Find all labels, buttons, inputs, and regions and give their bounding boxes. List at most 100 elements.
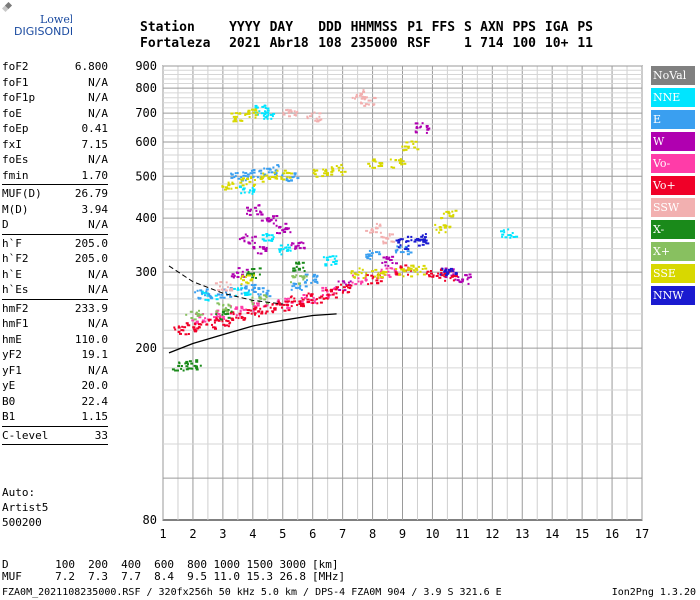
echo-point — [230, 187, 233, 190]
echo-point — [260, 112, 264, 115]
echo-point — [325, 168, 327, 171]
echo-point — [412, 264, 415, 267]
echo-point — [313, 169, 316, 172]
echo-point — [226, 312, 230, 315]
echo-point — [512, 236, 516, 238]
echo-point — [252, 169, 256, 171]
echo-point — [279, 303, 282, 306]
echo-point — [305, 295, 308, 298]
echo-point — [264, 295, 267, 298]
echo-point — [252, 284, 256, 287]
param-key: B0 — [2, 394, 16, 408]
echo-point — [280, 247, 283, 250]
echo-point — [267, 239, 271, 242]
echo-point — [367, 255, 370, 258]
echo-point — [384, 261, 388, 264]
echo-point — [234, 186, 238, 189]
echo-point — [302, 277, 305, 280]
echo-point — [282, 113, 286, 116]
echo-point — [303, 247, 306, 250]
echo-point — [233, 274, 236, 277]
echo-point — [391, 233, 394, 236]
param-row: fmin 1.70 — [2, 168, 108, 184]
echo-point — [296, 244, 300, 247]
x-tick-label: 1 — [159, 527, 166, 541]
echo-point — [367, 162, 371, 165]
echo-point — [286, 176, 289, 179]
echo-point — [173, 326, 176, 329]
param-value: N/A — [88, 363, 108, 377]
param-row: h`F2 205.0 — [2, 251, 108, 267]
echo-point — [184, 333, 188, 336]
echo-point — [435, 275, 439, 277]
echo-point — [391, 262, 394, 264]
echo-point — [188, 360, 192, 363]
echo-point — [390, 240, 394, 243]
echo-point — [438, 276, 442, 279]
echo-point — [375, 251, 378, 254]
param-key: yF1 — [2, 363, 22, 377]
echo-point — [347, 281, 350, 284]
echo-point — [252, 247, 256, 250]
echo-point — [347, 284, 351, 286]
echo-point — [326, 297, 329, 300]
legend-item: W — [651, 132, 695, 151]
param-key: foF1p — [2, 91, 36, 104]
echo-point — [388, 234, 391, 237]
echo-point — [451, 269, 454, 272]
echo-point — [355, 95, 359, 98]
echo-point — [385, 267, 389, 270]
muf-row-value: 11.0 — [213, 570, 241, 583]
param-value: 233.9 — [74, 301, 108, 315]
param-separator — [2, 444, 108, 445]
echo-point — [236, 307, 239, 310]
echo-point — [198, 309, 200, 312]
echo-point — [302, 294, 306, 296]
echo-point — [261, 311, 264, 314]
echo-point — [456, 279, 460, 282]
echo-point — [326, 296, 330, 299]
echo-point — [454, 273, 458, 276]
echo-point — [331, 255, 335, 258]
echo-point — [243, 275, 247, 278]
echo-point — [372, 231, 375, 233]
echo-point — [372, 159, 376, 162]
param-key: foE — [2, 106, 22, 120]
header-labels-cell: HHMMSS — [350, 20, 398, 35]
echo-point — [226, 320, 230, 323]
echo-point — [199, 289, 203, 292]
echo-point — [298, 247, 302, 250]
echo-point — [413, 240, 417, 243]
echo-point — [273, 307, 277, 310]
echo-point — [216, 315, 218, 318]
echo-point — [226, 294, 229, 297]
echo-point — [368, 249, 371, 252]
echo-point — [367, 103, 370, 106]
echo-point — [251, 296, 254, 299]
echo-point — [240, 288, 243, 291]
echo-point — [211, 323, 213, 326]
legend-item: SSE — [651, 264, 695, 283]
echo-point — [233, 176, 236, 179]
echo-point — [262, 290, 265, 293]
echo-point — [401, 268, 405, 271]
echo-point — [272, 112, 276, 115]
echo-point — [367, 253, 371, 256]
echo-point — [399, 251, 402, 254]
echo-point — [387, 237, 390, 240]
echo-point — [410, 239, 413, 242]
echo-point — [216, 302, 220, 305]
echo-point — [378, 274, 381, 277]
echo-point — [269, 113, 273, 116]
echo-point — [341, 173, 344, 176]
echo-point — [285, 172, 289, 175]
echo-point — [242, 187, 246, 190]
param-value: 1.15 — [81, 410, 109, 423]
echo-point — [335, 262, 338, 265]
echo-point — [250, 177, 252, 180]
echo-point — [414, 131, 418, 134]
echo-point — [430, 272, 433, 275]
param-value: N/A — [88, 267, 108, 281]
echo-point — [366, 253, 369, 256]
echo-point — [253, 290, 256, 293]
